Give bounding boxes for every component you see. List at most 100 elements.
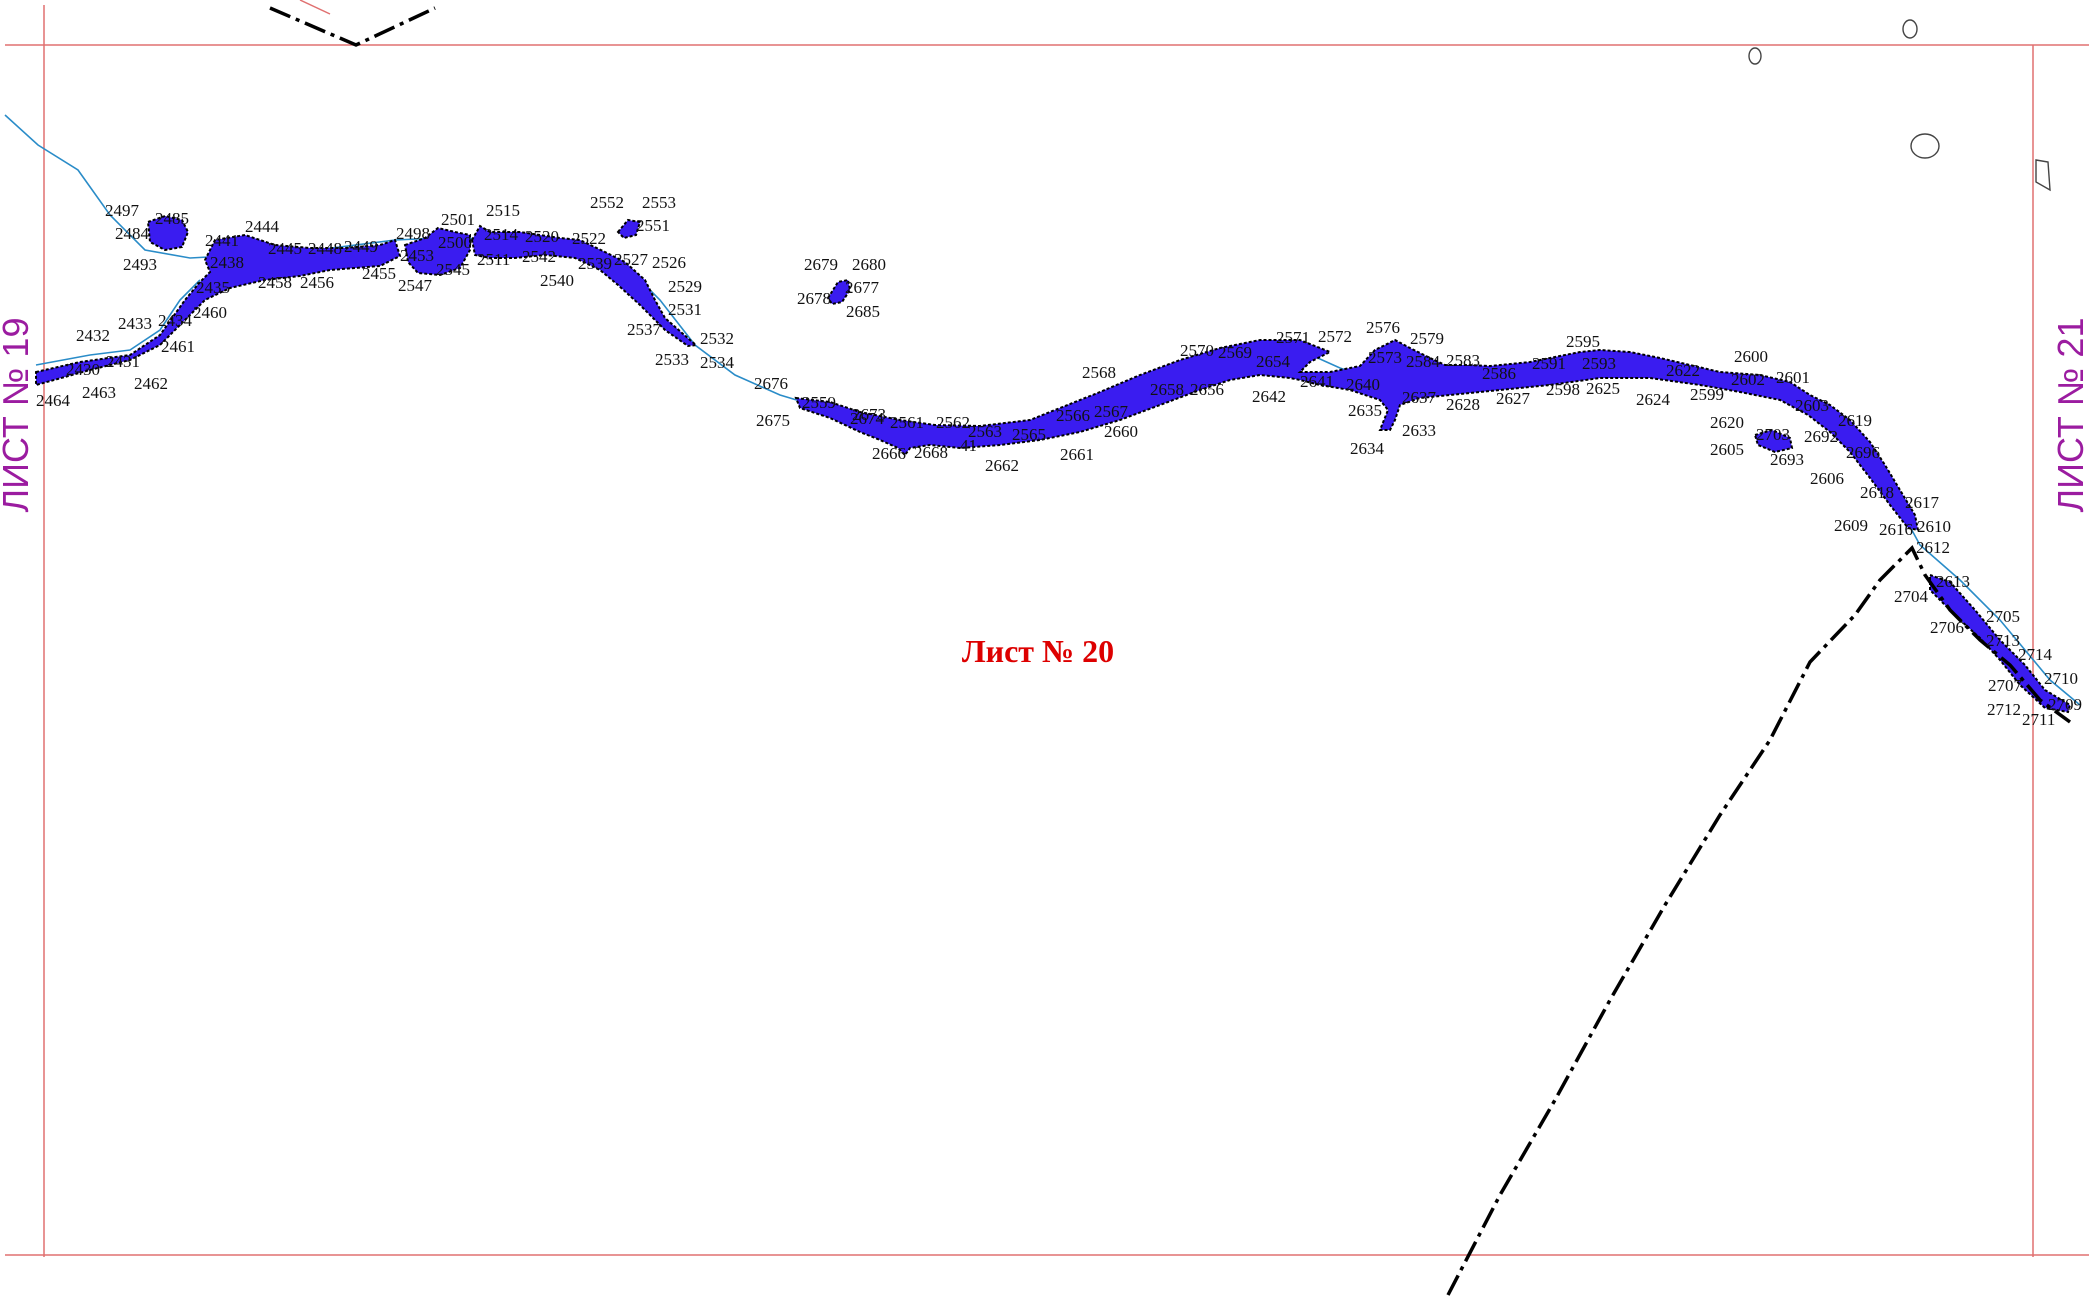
- point-label: 2696: [1846, 443, 1880, 462]
- point-label: 2434: [158, 311, 193, 330]
- point-label: 2520: [525, 227, 559, 246]
- point-label: 2526: [652, 253, 686, 272]
- point-label: 2668: [914, 443, 948, 462]
- point-label: 2500: [438, 233, 472, 252]
- point-labels: 2497 2485 2484 2493 2444 2441 2445 2448 2449 2438…: [36, 193, 2082, 729]
- point-label: 2572: [1318, 327, 1352, 346]
- point-label: 2677: [845, 278, 880, 297]
- point-label: 2527: [614, 250, 649, 269]
- point-label: 2497: [105, 201, 140, 220]
- point-label: 2713: [1986, 631, 2020, 650]
- water-body-polygons: [35, 214, 2072, 714]
- point-label: 2456: [300, 273, 334, 292]
- point-label: 2679: [804, 255, 838, 274]
- point-label: 2606: [1810, 469, 1844, 488]
- point-label: 2573: [1368, 348, 1402, 367]
- point-label: 2617: [1905, 493, 1940, 512]
- point-label: 2568: [1082, 363, 1116, 382]
- point-label: 2609: [1834, 516, 1868, 535]
- point-label: 2571: [1276, 328, 1310, 347]
- point-label: 2583: [1446, 351, 1480, 370]
- point-label: 2431: [106, 352, 140, 371]
- point-label: 2579: [1410, 329, 1444, 348]
- stream-line: [4, 114, 2081, 706]
- point-label: 2591: [1532, 354, 1566, 373]
- point-label: 2642: [1252, 387, 1286, 406]
- point-label: 2464: [36, 391, 71, 410]
- point-label: 2542: [522, 247, 556, 266]
- point-label: 2707: [1988, 676, 2023, 695]
- point-label: 2710: [2044, 669, 2078, 688]
- point-label: 2603: [1795, 396, 1829, 415]
- point-label: 2559: [802, 393, 836, 412]
- point-label: 2602: [1731, 370, 1765, 389]
- water-polygon-2551: [616, 218, 642, 240]
- point-label: 2637: [1402, 388, 1437, 407]
- point-label: 2463: [82, 383, 116, 402]
- point-label: 2628: [1446, 395, 1480, 414]
- point-label: 2622: [1666, 361, 1700, 380]
- point-label: 2445: [268, 239, 302, 258]
- point-label: 2570: [1180, 341, 1214, 360]
- point-label: 2432: [76, 326, 110, 345]
- point-label: 2704: [1894, 587, 1929, 606]
- water-polygon-central: [794, 338, 1920, 532]
- point-label: 2613: [1936, 572, 1970, 591]
- water-polygon-2677: [826, 278, 852, 306]
- point-label: 2435: [196, 278, 230, 297]
- point-label: 2511: [477, 250, 510, 269]
- point-label: 2658: [1150, 380, 1184, 399]
- point-label: 2532: [700, 329, 734, 348]
- left-neighbor-label: ЛИСТ № 19: [0, 318, 36, 513]
- point-label: 41: [960, 436, 977, 455]
- point-label: 2618: [1860, 483, 1894, 502]
- survey-marks: [1748, 19, 2051, 192]
- point-label: 2633: [1402, 421, 1436, 440]
- point-label: 2545: [436, 260, 470, 279]
- point-label: 2576: [1366, 318, 1400, 337]
- point-label: 2660: [1104, 422, 1138, 441]
- point-label: 2662: [985, 456, 1019, 475]
- point-label: 2484: [115, 224, 150, 243]
- point-label: 2562: [936, 413, 970, 432]
- point-label: 2537: [627, 320, 662, 339]
- point-label: 2449: [344, 237, 378, 256]
- point-label: 2599: [1690, 385, 1724, 404]
- point-label: 2620: [1710, 413, 1744, 432]
- point-label: 2678: [797, 289, 831, 308]
- point-label: 2540: [540, 271, 574, 290]
- point-label: 2438: [210, 253, 244, 272]
- point-label: 2714: [2018, 645, 2053, 664]
- point-label: 2455: [362, 264, 396, 283]
- right-neighbor-label: ЛИСТ № 21: [2050, 318, 2089, 513]
- point-label: 2605: [1710, 440, 1744, 459]
- point-label: 2567: [1094, 402, 1129, 421]
- point-label: 2444: [245, 217, 280, 236]
- water-polygon-west: [35, 233, 402, 387]
- water-polygon-blob-2485: [146, 214, 190, 252]
- point-label: 2453: [400, 246, 434, 265]
- point-label: 2493: [123, 255, 157, 274]
- point-label: 2498: [396, 224, 430, 243]
- point-label: 2598: [1546, 380, 1580, 399]
- point-label: 2460: [193, 303, 227, 322]
- point-label: 2675: [756, 411, 790, 430]
- point-label: 2462: [134, 374, 168, 393]
- sheet-title: Лист № 20: [962, 633, 1114, 669]
- point-label: 2612: [1916, 538, 1950, 557]
- point-label: 2706: [1930, 618, 1964, 637]
- point-label: 2515: [486, 201, 520, 220]
- point-label: 2601: [1776, 368, 1810, 387]
- point-label: 2534: [700, 353, 735, 372]
- point-label: 2635: [1348, 401, 1382, 420]
- point-label: 2685: [846, 302, 880, 321]
- point-label: 2584: [1406, 352, 1441, 371]
- point-label: 2458: [258, 273, 292, 292]
- point-label: 2624: [1636, 390, 1671, 409]
- point-label: 2553: [642, 193, 676, 212]
- point-label: 2634: [1350, 439, 1385, 458]
- point-label: 2680: [852, 255, 886, 274]
- point-label: 2595: [1566, 332, 1600, 351]
- point-label: 2529: [668, 277, 702, 296]
- point-label: 2501: [441, 210, 475, 229]
